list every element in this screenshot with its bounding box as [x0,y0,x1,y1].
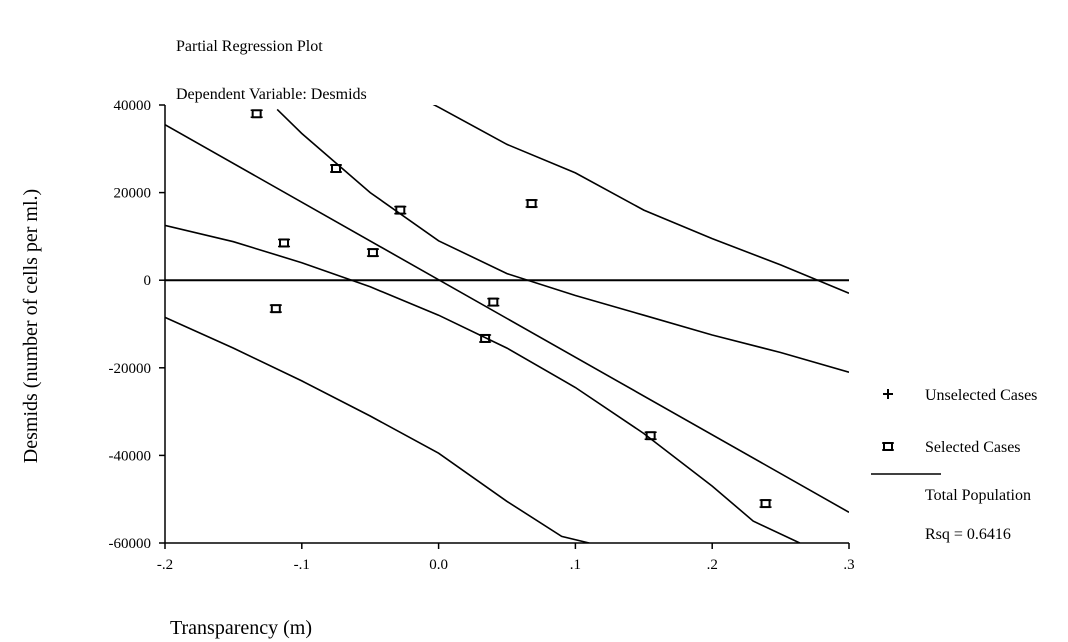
data-point-marker [760,499,771,509]
x-tick-label: .3 [843,557,854,573]
x-tick-label: -.1 [294,557,310,573]
y-tick-label: 0 [144,273,152,289]
data-point [394,205,407,215]
legend-plus-icon [883,389,893,399]
mean-ci-upper-curve [165,224,801,543]
legend-rsq-label: Rsq = 0.6416 [925,526,1011,543]
data-point-marker-edges [269,304,282,313]
data-point-marker [270,304,281,314]
data-point-marker-edges [487,297,500,307]
data-point-marker [526,199,537,209]
data-point [330,164,342,174]
data-point [479,333,492,343]
x-axis-title: Transparency (m) [170,617,312,639]
data-point-marker-edges [278,238,291,248]
mean-ci-lower-curve [276,108,849,373]
prediction-lower-curve [165,316,590,543]
data-point [487,297,500,307]
legend-item-selected: Selected Cases [882,439,1021,456]
data-point [366,248,379,258]
data-point-marker-edges [525,199,538,208]
data-point-marker [367,248,378,258]
data-point [269,304,282,314]
legend-label-selected: Selected Cases [925,439,1021,456]
y-tick-label: 20000 [114,186,152,202]
y-tick-label: 40000 [114,98,152,114]
legend-square-marks [882,442,894,451]
legend-square-icon [883,442,893,451]
chart-title: Partial Regression Plot [176,38,323,55]
data-point-marker-edges [366,248,379,257]
legend-item-unselected: Unselected Cases [883,387,1037,404]
legend-item-population: Total Population [871,473,1031,504]
data-point-marker-edges [759,499,772,508]
y-axis-title: Desmids (number of cells per ml.) [20,189,42,463]
data-point-marker [251,109,262,119]
prediction-upper-curve [432,105,849,295]
legend-label-population: Total Population [925,487,1031,504]
x-tick-label: -.2 [157,557,173,573]
data-point [525,199,538,209]
data-point [759,499,772,509]
x-tick-label: .2 [707,557,718,573]
y-tick-label: -60000 [109,536,152,552]
legend-label-unselected: Unselected Cases [925,387,1037,404]
data-point-marker [279,238,290,248]
chart-subtitle: Dependent Variable: Desmids [176,86,367,103]
data-point-marker-edges [250,109,263,119]
data-point [278,238,291,248]
plot-area: 40000 20000 0 -20000 -40000 -60000 -.2 -.1 0.0 .1… [109,98,855,573]
data-point-marker-edges [330,164,342,173]
x-tick-label: .1 [570,557,581,573]
data-point-marker-edges [394,205,407,215]
data-point [250,109,263,119]
legend: Unselected Cases Selected Cases Total Po… [871,387,1037,543]
data-point-marker-edges [479,334,492,343]
regression-fit-line [165,124,849,513]
data-point-marker-edges [644,431,657,440]
data-point-marker [488,297,499,307]
y-tick-label: -20000 [109,361,152,377]
data-point [644,431,657,441]
x-tick-label: 0.0 [429,557,448,573]
y-tick-label: -40000 [109,448,152,464]
